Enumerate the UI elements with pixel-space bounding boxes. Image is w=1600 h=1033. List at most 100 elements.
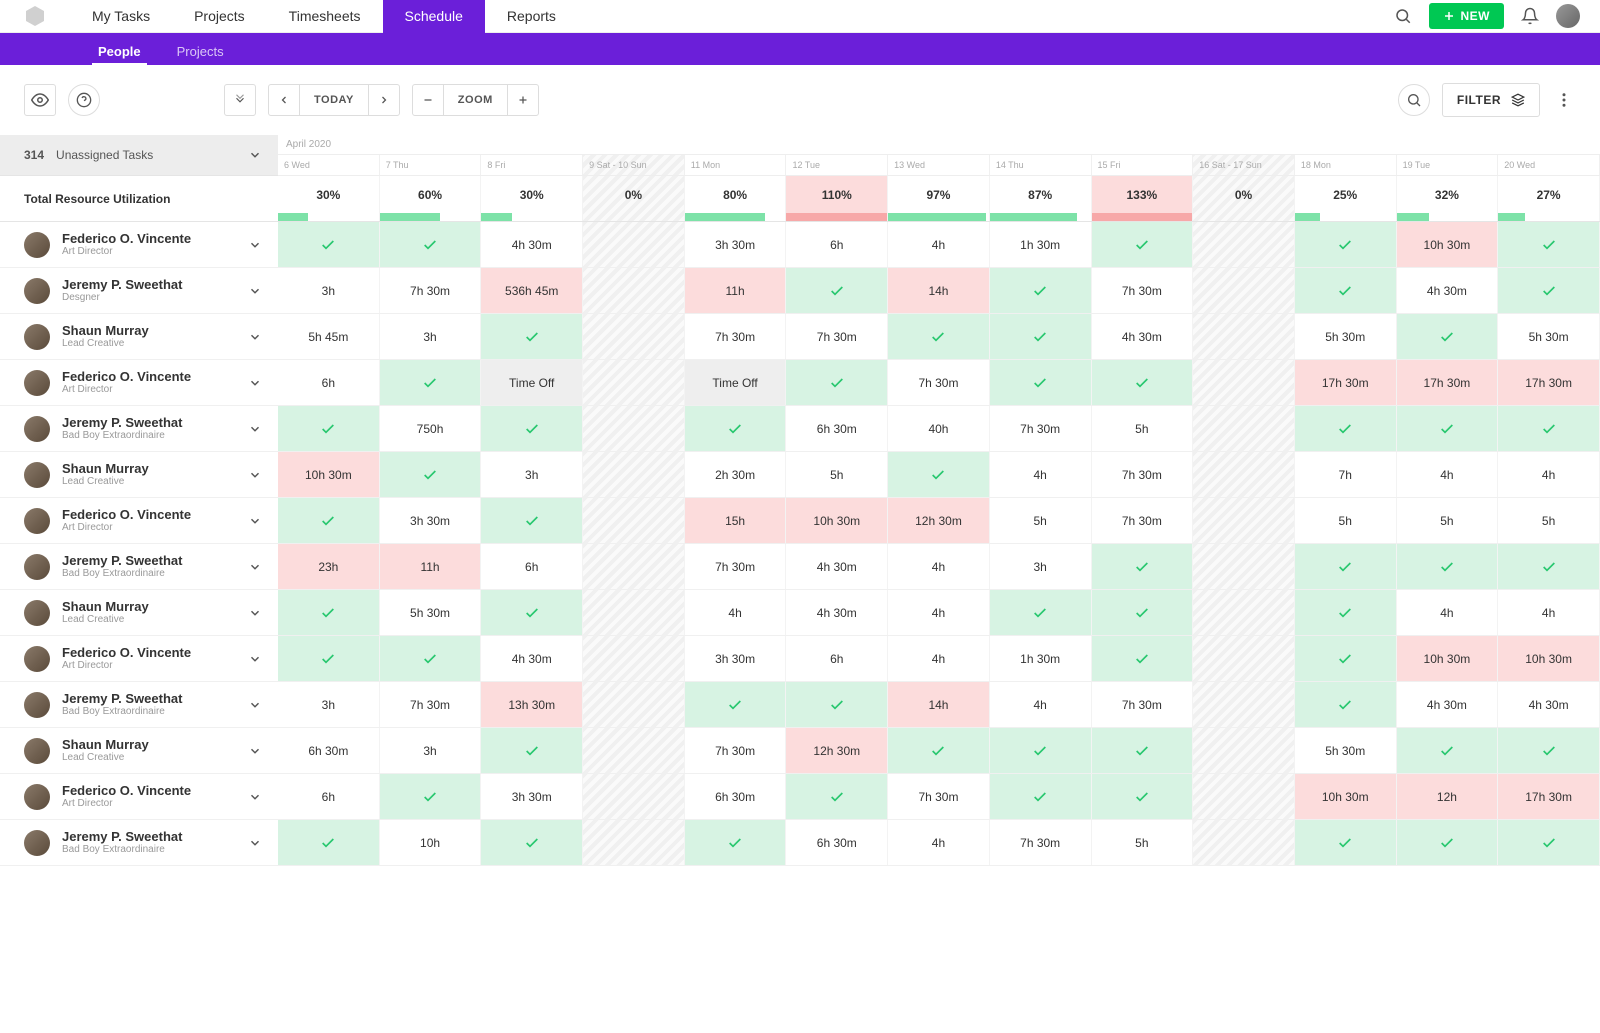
- person-row[interactable]: Jeremy P. SweethatBad Boy Extraordinaire: [0, 820, 278, 866]
- schedule-cell[interactable]: [380, 222, 482, 267]
- schedule-cell[interactable]: [481, 590, 583, 635]
- schedule-cell[interactable]: 5h: [1295, 498, 1397, 543]
- schedule-cell[interactable]: 3h: [278, 268, 380, 313]
- schedule-cell[interactable]: [1498, 544, 1600, 589]
- schedule-cell[interactable]: [786, 774, 888, 819]
- person-row[interactable]: Jeremy P. SweethatBad Boy Extraordinaire: [0, 544, 278, 590]
- person-row[interactable]: Federico O. VincenteArt Director: [0, 222, 278, 268]
- person-row[interactable]: Jeremy P. SweethatBad Boy Extraordinaire: [0, 406, 278, 452]
- nav-item-reports[interactable]: Reports: [485, 0, 578, 33]
- schedule-cell[interactable]: 3h: [278, 682, 380, 727]
- schedule-cell[interactable]: 4h: [685, 590, 787, 635]
- person-row[interactable]: Shaun MurrayLead Creative: [0, 452, 278, 498]
- schedule-cell[interactable]: [1193, 728, 1295, 773]
- schedule-cell[interactable]: 7h: [1295, 452, 1397, 497]
- schedule-cell[interactable]: [583, 360, 685, 405]
- schedule-cell[interactable]: [583, 268, 685, 313]
- schedule-cell[interactable]: [583, 636, 685, 681]
- schedule-cell[interactable]: 6h: [278, 360, 380, 405]
- zoom-out-icon[interactable]: [412, 84, 444, 116]
- schedule-cell[interactable]: [1397, 544, 1499, 589]
- search-icon[interactable]: [1391, 4, 1415, 28]
- schedule-cell[interactable]: [1193, 360, 1295, 405]
- nav-item-my-tasks[interactable]: My Tasks: [70, 0, 172, 33]
- zoom-in-icon[interactable]: [507, 84, 539, 116]
- schedule-cell[interactable]: 5h 45m: [278, 314, 380, 359]
- person-row[interactable]: Federico O. VincenteArt Director: [0, 360, 278, 406]
- schedule-cell[interactable]: 3h: [380, 728, 482, 773]
- schedule-cell[interactable]: 5h 30m: [1498, 314, 1600, 359]
- schedule-cell[interactable]: 7h 30m: [1092, 682, 1194, 727]
- schedule-cell[interactable]: 6h 30m: [786, 406, 888, 451]
- schedule-cell[interactable]: 4h 30m: [1092, 314, 1194, 359]
- schedule-cell[interactable]: 12h 30m: [888, 498, 990, 543]
- schedule-cell[interactable]: 536h 45m: [481, 268, 583, 313]
- schedule-cell[interactable]: [786, 268, 888, 313]
- schedule-cell[interactable]: 1h 30m: [990, 222, 1092, 267]
- schedule-cell[interactable]: [1498, 222, 1600, 267]
- schedule-cell[interactable]: 11h: [380, 544, 482, 589]
- schedule-cell[interactable]: 5h: [786, 452, 888, 497]
- eye-icon[interactable]: [24, 84, 56, 116]
- schedule-cell[interactable]: 12h 30m: [786, 728, 888, 773]
- schedule-cell[interactable]: [583, 590, 685, 635]
- unassigned-tasks-row[interactable]: 314 Unassigned Tasks: [0, 135, 278, 176]
- schedule-cell[interactable]: 6h 30m: [786, 820, 888, 865]
- schedule-cell[interactable]: 7h 30m: [685, 314, 787, 359]
- schedule-cell[interactable]: [481, 406, 583, 451]
- schedule-cell[interactable]: 17h 30m: [1498, 360, 1600, 405]
- person-row[interactable]: Shaun MurrayLead Creative: [0, 728, 278, 774]
- schedule-cell[interactable]: 17h 30m: [1498, 774, 1600, 819]
- schedule-cell[interactable]: [1397, 728, 1499, 773]
- schedule-cell[interactable]: 6h 30m: [278, 728, 380, 773]
- schedule-cell[interactable]: [1092, 774, 1194, 819]
- schedule-cell[interactable]: 2h 30m: [685, 452, 787, 497]
- schedule-cell[interactable]: [1295, 222, 1397, 267]
- schedule-cell[interactable]: 4h 30m: [481, 636, 583, 681]
- schedule-cell[interactable]: [990, 728, 1092, 773]
- schedule-cell[interactable]: 5h: [1092, 406, 1194, 451]
- schedule-cell[interactable]: [1193, 636, 1295, 681]
- schedule-cell[interactable]: [278, 590, 380, 635]
- schedule-cell[interactable]: [786, 360, 888, 405]
- help-icon[interactable]: [68, 84, 100, 116]
- schedule-cell[interactable]: [583, 820, 685, 865]
- schedule-cell[interactable]: [888, 452, 990, 497]
- schedule-cell[interactable]: [888, 728, 990, 773]
- schedule-cell[interactable]: 17h 30m: [1397, 360, 1499, 405]
- schedule-cell[interactable]: 10h 30m: [278, 452, 380, 497]
- schedule-cell[interactable]: [1092, 636, 1194, 681]
- schedule-cell[interactable]: 12h: [1397, 774, 1499, 819]
- schedule-cell[interactable]: 7h 30m: [685, 544, 787, 589]
- schedule-cell[interactable]: [481, 728, 583, 773]
- schedule-cell[interactable]: 5h 30m: [1295, 728, 1397, 773]
- subnav-item-projects[interactable]: Projects: [159, 36, 242, 65]
- schedule-cell[interactable]: 10h 30m: [1295, 774, 1397, 819]
- schedule-cell[interactable]: [1193, 590, 1295, 635]
- schedule-cell[interactable]: 14h: [888, 268, 990, 313]
- schedule-cell[interactable]: 4h 30m: [1397, 682, 1499, 727]
- schedule-cell[interactable]: [380, 360, 482, 405]
- schedule-cell[interactable]: 10h 30m: [1498, 636, 1600, 681]
- schedule-cell[interactable]: 750h: [380, 406, 482, 451]
- schedule-cell[interactable]: 23h: [278, 544, 380, 589]
- schedule-cell[interactable]: [278, 820, 380, 865]
- schedule-cell[interactable]: [1092, 222, 1194, 267]
- schedule-cell[interactable]: 3h: [380, 314, 482, 359]
- schedule-cell[interactable]: [1295, 268, 1397, 313]
- schedule-cell[interactable]: 5h: [1092, 820, 1194, 865]
- schedule-cell[interactable]: [1193, 406, 1295, 451]
- schedule-cell[interactable]: [1193, 314, 1295, 359]
- schedule-cell[interactable]: [888, 314, 990, 359]
- schedule-cell[interactable]: 4h 30m: [786, 544, 888, 589]
- schedule-cell[interactable]: [583, 452, 685, 497]
- schedule-cell[interactable]: [1193, 820, 1295, 865]
- schedule-cell[interactable]: [583, 682, 685, 727]
- schedule-cell[interactable]: [583, 222, 685, 267]
- schedule-cell[interactable]: [1397, 820, 1499, 865]
- schedule-cell[interactable]: 5h: [990, 498, 1092, 543]
- schedule-cell[interactable]: 3h 30m: [685, 222, 787, 267]
- schedule-cell[interactable]: [685, 820, 787, 865]
- schedule-cell[interactable]: 4h: [888, 590, 990, 635]
- schedule-cell[interactable]: 4h 30m: [1397, 268, 1499, 313]
